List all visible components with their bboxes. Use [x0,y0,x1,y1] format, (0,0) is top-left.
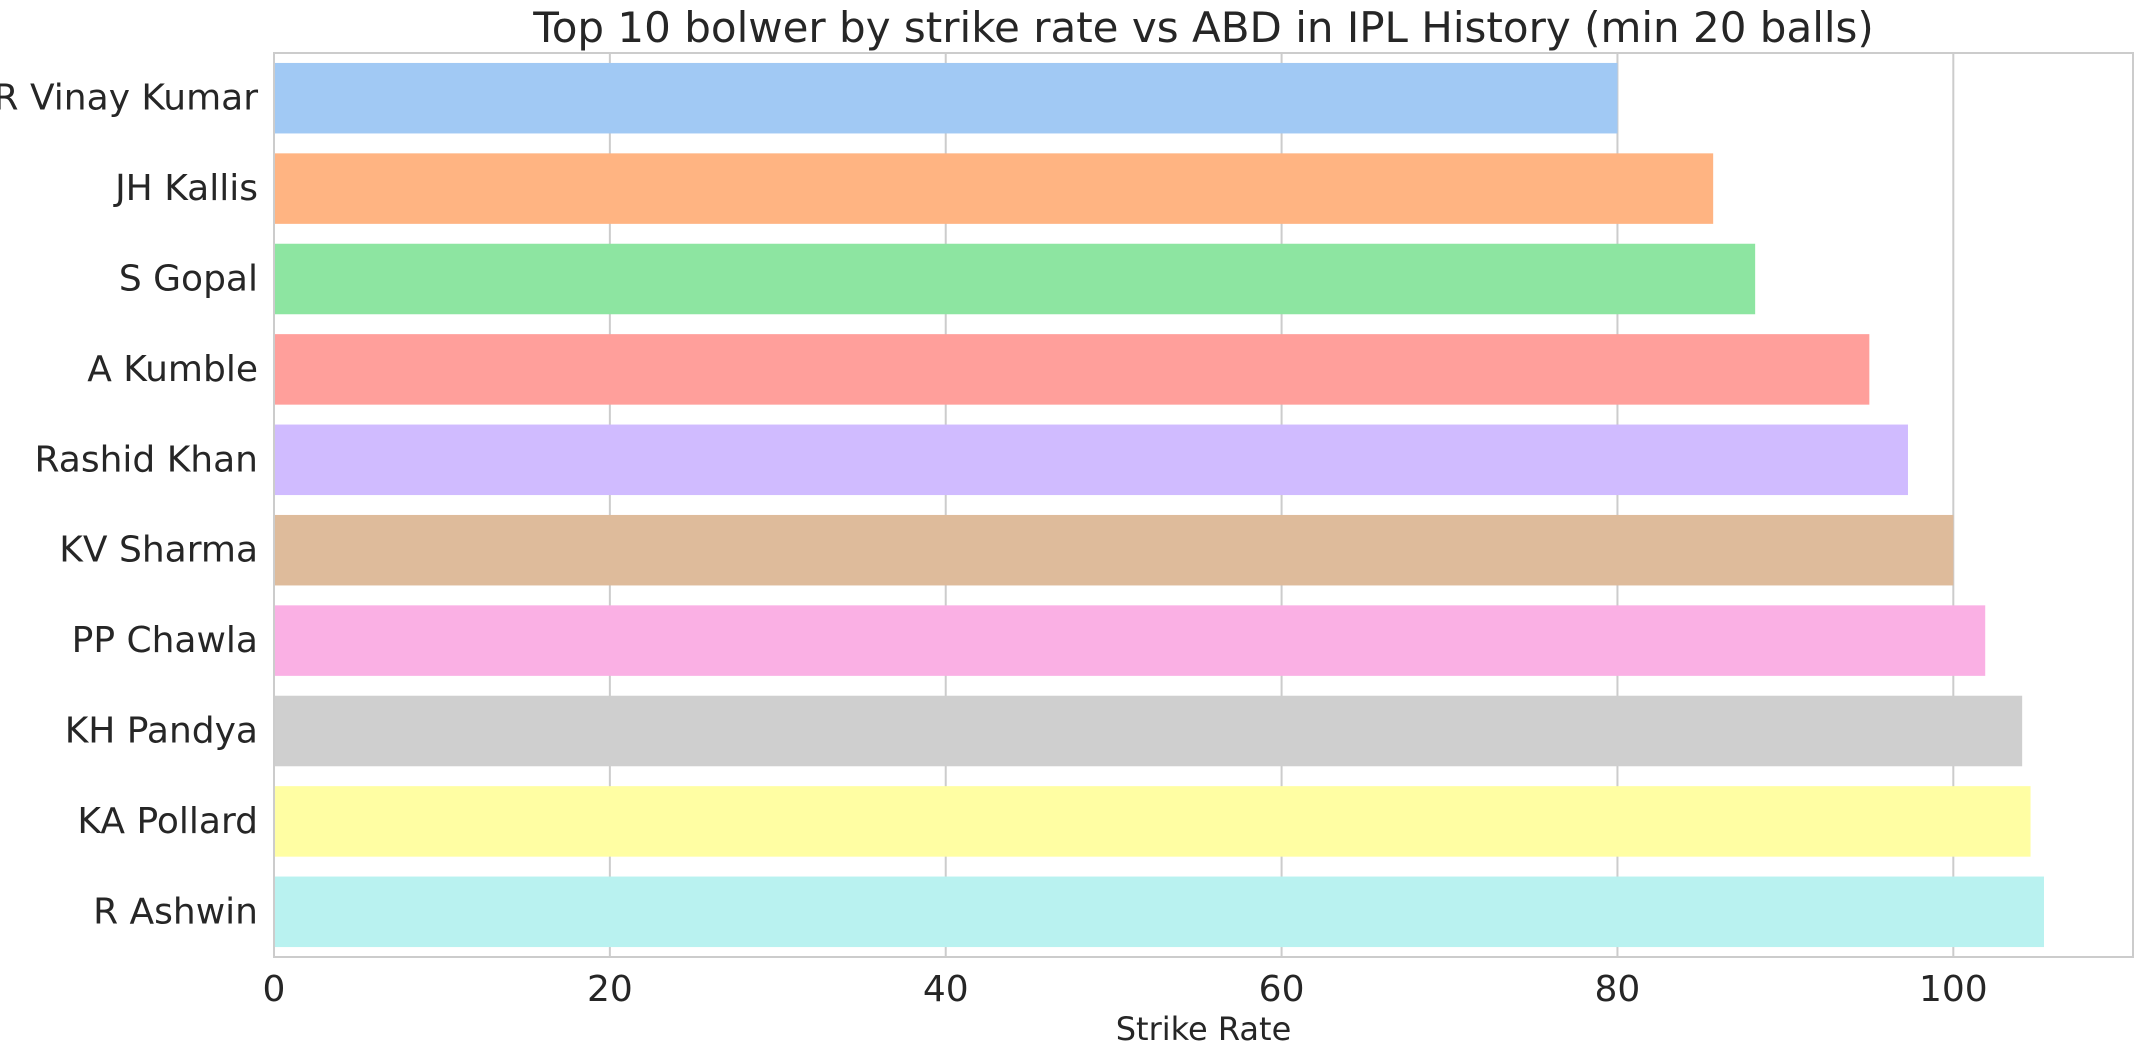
x-tick-label: 20 [587,969,633,1010]
bar [274,695,2023,767]
bar [274,424,1908,496]
bar [274,62,1618,134]
x-axis-label: Strike Rate [1116,1010,1292,1048]
y-tick-labels: R Vinay Kumar JH Kallis S Gopal A Kumble Ras… [0,78,258,933]
bar [274,153,1714,224]
bar [274,605,1986,676]
bar [274,334,1870,405]
y-tick-label: KH Pandya [65,711,258,752]
bar [274,243,1756,315]
x-tick-label: 80 [1595,969,1641,1010]
y-tick-label: KA Pollard [77,801,258,842]
x-tick-label: 0 [263,969,286,1010]
y-tick-label: A Kumble [87,349,258,390]
x-tick-labels: 0 20 40 60 80 100 [263,969,1988,1010]
y-tick-label: R Vinay Kumar [0,78,258,119]
bar [274,876,2044,948]
x-tick-label: 100 [1919,969,1988,1010]
bar [274,514,1954,586]
bars [274,62,2044,948]
x-tick-label: 60 [1259,969,1305,1010]
chart-title: Top 10 bolwer by strike rate vs ABD in I… [532,3,1874,52]
bar [274,786,2031,857]
plot-frame [273,52,2134,958]
x-tick-label: 40 [923,969,969,1010]
y-tick-label: R Ashwin [93,891,258,932]
y-tick-label: S Gopal [119,259,258,300]
y-tick-label: JH Kallis [113,168,258,209]
y-tick-label: KV Sharma [59,530,258,571]
y-tick-label: Rashid Khan [35,439,258,480]
y-tick-label: PP Chawla [72,620,258,661]
